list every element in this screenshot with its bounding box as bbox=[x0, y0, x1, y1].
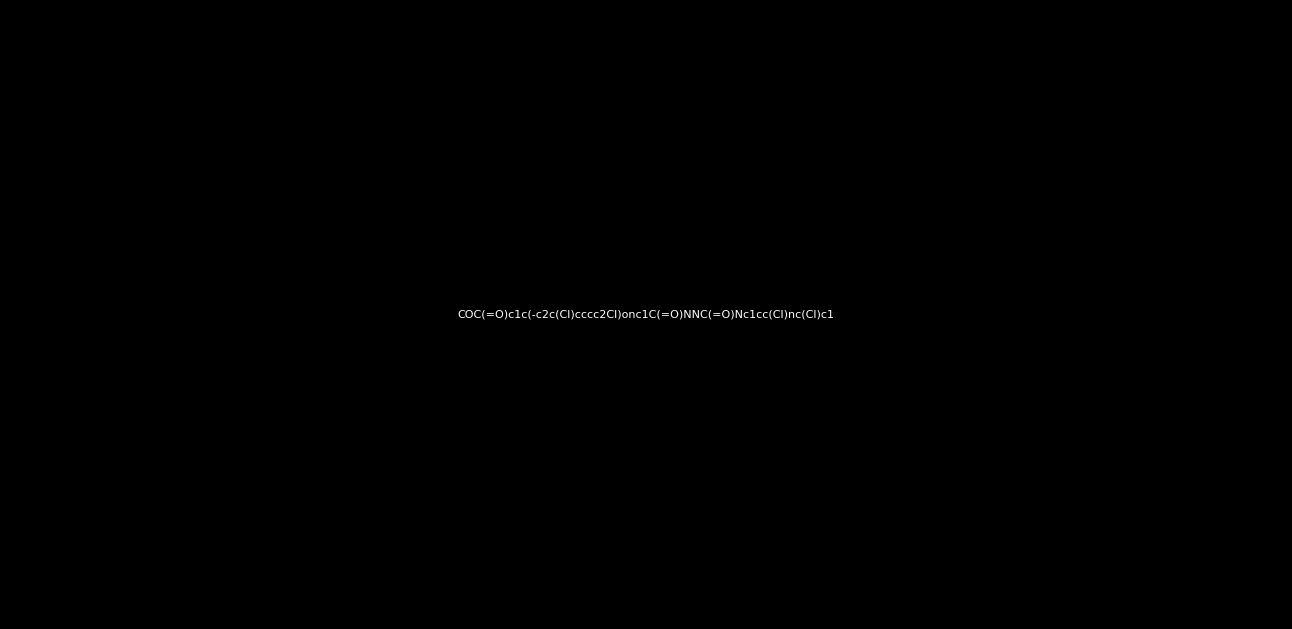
Text: COC(=O)c1c(-c2c(Cl)cccc2Cl)onc1C(=O)NNC(=O)Nc1cc(Cl)nc(Cl)c1: COC(=O)c1c(-c2c(Cl)cccc2Cl)onc1C(=O)NNC(… bbox=[457, 309, 835, 320]
